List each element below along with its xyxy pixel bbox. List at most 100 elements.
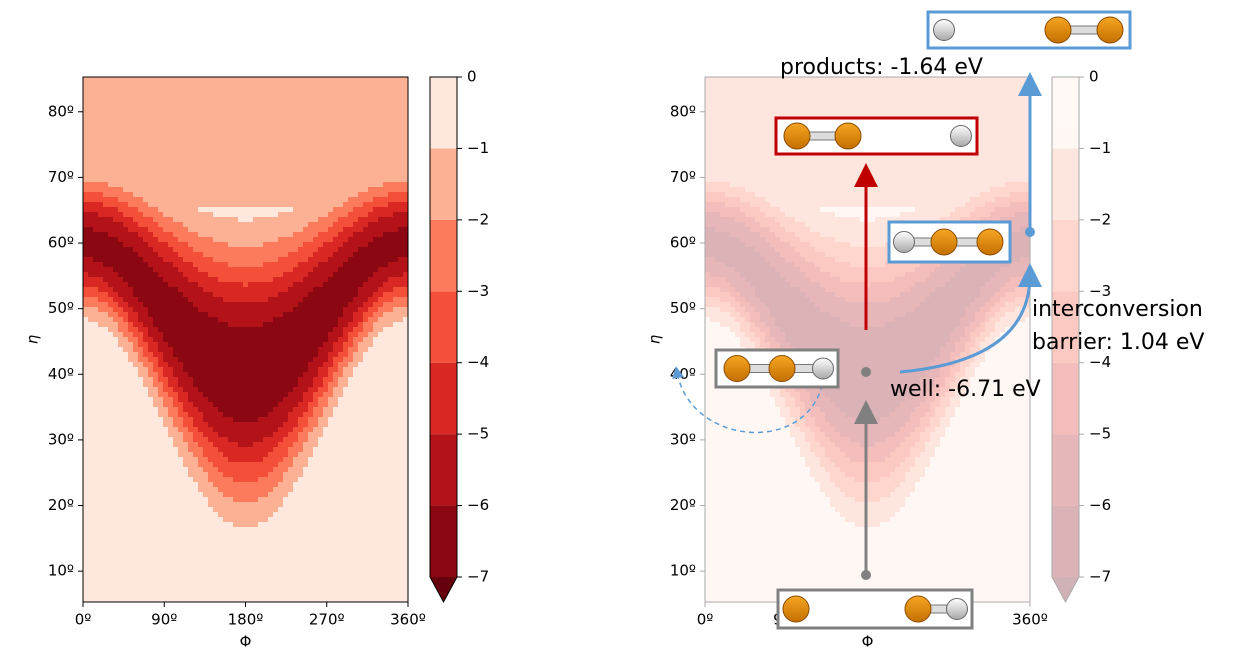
contour-cell [98, 452, 104, 458]
contour-cell [148, 92, 154, 98]
contour-cell [118, 362, 124, 368]
contour-cell [328, 452, 334, 458]
contour-cell [243, 87, 249, 93]
contour-cell [143, 232, 149, 238]
contour-cell [138, 397, 144, 403]
contour-cell [393, 387, 399, 393]
contour-cell [398, 272, 404, 278]
contour-cell [173, 337, 179, 343]
contour-cell [238, 267, 244, 273]
contour-cell [313, 357, 319, 363]
contour-cell [133, 237, 139, 243]
contour-cell [233, 137, 239, 143]
contour-cell [148, 212, 154, 218]
contour-cell [243, 312, 249, 318]
contour-cell [368, 267, 374, 273]
contour-cell [83, 267, 89, 273]
contour-cell [303, 262, 309, 268]
contour-cell [223, 82, 229, 88]
contour-cell [378, 432, 384, 438]
contour-cell [323, 337, 329, 343]
contour-cell [233, 222, 239, 228]
contour-cell [238, 357, 244, 363]
contour-cell [133, 112, 139, 118]
contour-cell [213, 432, 219, 438]
contour-cell [373, 382, 379, 388]
contour-cell [333, 407, 339, 413]
contour-cell [133, 312, 139, 318]
contour-cell [273, 82, 279, 88]
contour-cell [228, 137, 234, 143]
contour-cell [258, 332, 264, 338]
contour-cell [283, 252, 289, 258]
contour-cell [168, 302, 174, 308]
contour-cell [318, 192, 324, 198]
contour-cell [283, 457, 289, 463]
contour-cell [338, 112, 344, 118]
contour-cell [333, 92, 339, 98]
contour-cell [348, 142, 354, 148]
contour-cell [333, 307, 339, 313]
contour-cell [248, 397, 254, 403]
contour-cell [123, 292, 129, 298]
contour-cell [283, 142, 289, 148]
contour-cell [298, 407, 304, 413]
contour-cell [198, 77, 204, 83]
contour-cell [318, 282, 324, 288]
contour-cell [313, 422, 319, 428]
contour-cell [133, 457, 139, 463]
contour-cell [333, 137, 339, 143]
contour-cell [388, 402, 394, 408]
contour-cell [158, 112, 164, 118]
contour-cell [208, 312, 214, 318]
contour-cell [98, 417, 104, 423]
contour-cell [153, 412, 159, 418]
contour-cell [308, 87, 314, 93]
contour-cell [233, 217, 239, 223]
contour-cell [128, 187, 134, 193]
contour-cell [378, 232, 384, 238]
contour-cell [383, 132, 389, 138]
contour-cell [278, 262, 284, 268]
contour-cell [313, 427, 319, 433]
contour-cell [108, 187, 114, 193]
contour-cell [143, 242, 149, 248]
contour-cell [168, 292, 174, 298]
contour-cell [313, 352, 319, 358]
contour-cell [138, 127, 144, 133]
contour-cell [328, 262, 334, 268]
contour-cell [258, 122, 264, 128]
contour-cell [333, 452, 339, 458]
contour-cell [398, 162, 404, 168]
contour-cell [373, 387, 379, 393]
contour-cell [88, 287, 94, 293]
contour-cell [288, 352, 294, 358]
contour-cell [253, 382, 259, 388]
contour-cell [163, 147, 169, 153]
contour-cell [188, 337, 194, 343]
contour-cell [213, 402, 219, 408]
contour-cell [158, 362, 164, 368]
contour-cell [273, 162, 279, 168]
contour-cell [258, 102, 264, 108]
contour-cell [118, 432, 124, 438]
contour-cell [288, 242, 294, 248]
contour-cell [253, 362, 259, 368]
contour-cell [363, 107, 369, 113]
contour-cell [348, 307, 354, 313]
contour-cell [393, 427, 399, 433]
contour-cell [218, 242, 224, 248]
contour-cell [343, 407, 349, 413]
contour-cell [248, 337, 254, 343]
contour-cell [243, 357, 249, 363]
contour-cell [308, 152, 314, 158]
contour-cell [138, 447, 144, 453]
contour-cell [233, 377, 239, 383]
contour-cell [293, 227, 299, 233]
contour-cell [308, 347, 314, 353]
contour-cell [313, 302, 319, 308]
contour-cell [328, 167, 334, 173]
contour-cell [313, 317, 319, 323]
contour-cell [238, 162, 244, 168]
contour-cell [108, 267, 114, 273]
